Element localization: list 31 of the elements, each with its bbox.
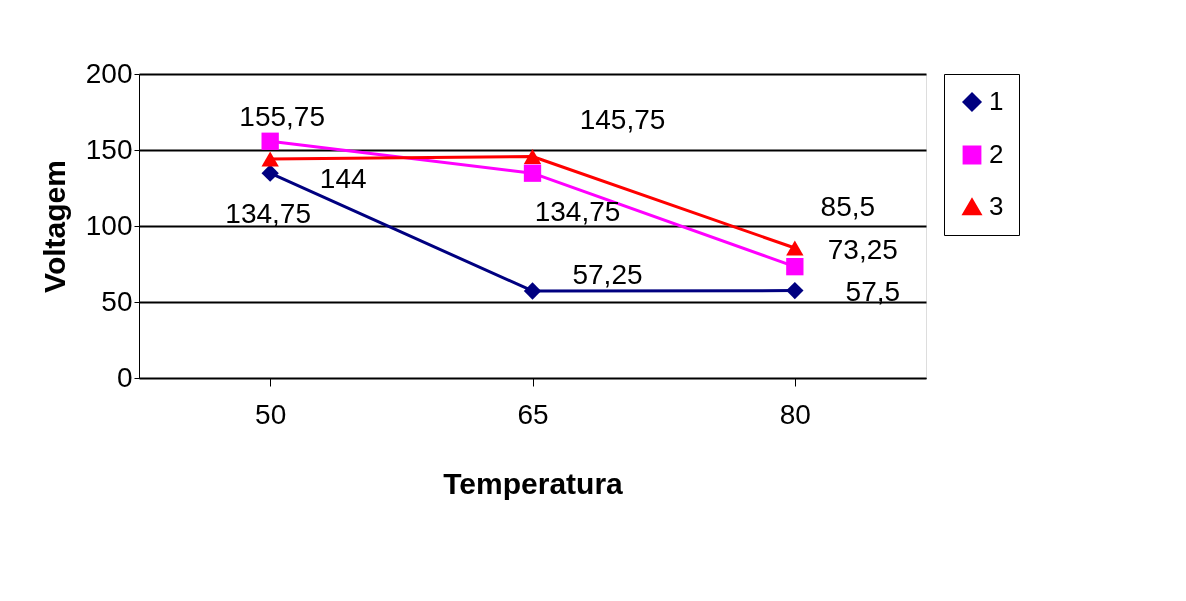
legend-label: 1 — [989, 86, 1004, 116]
y-tick-label: 200 — [85, 57, 133, 89]
point — [786, 258, 804, 276]
x-tick-label: 80 — [779, 398, 811, 430]
data-label: 134,75 — [534, 196, 621, 228]
x-tick-label: 65 — [517, 398, 549, 430]
point — [786, 281, 804, 300]
x-tick-label: 50 — [255, 398, 287, 430]
point — [523, 148, 542, 164]
data-label: 145,75 — [579, 104, 666, 136]
point — [261, 151, 279, 167]
data-label: 57,25 — [572, 258, 643, 290]
legend-label: 2 — [989, 139, 1004, 169]
x-axis-title: Temperatura — [443, 466, 624, 500]
data-label: 73,25 — [827, 233, 898, 265]
data-label: 85,5 — [820, 191, 876, 223]
point — [523, 282, 542, 300]
y-tick-label: 100 — [85, 209, 133, 241]
point — [261, 164, 279, 182]
point — [523, 164, 542, 182]
legend-label: 3 — [989, 191, 1004, 221]
point — [261, 132, 279, 150]
data-label: 134,75 — [225, 198, 311, 230]
y-axis-title: Voltagem — [37, 160, 71, 293]
y-tick-label: 0 — [116, 361, 133, 393]
y-tick-label: 50 — [101, 285, 133, 317]
data-label: 144 — [319, 163, 367, 195]
data-label: 57,5 — [845, 275, 901, 307]
data-label: 155,75 — [239, 101, 325, 133]
y-tick-label: 150 — [85, 133, 133, 165]
point — [786, 240, 804, 256]
